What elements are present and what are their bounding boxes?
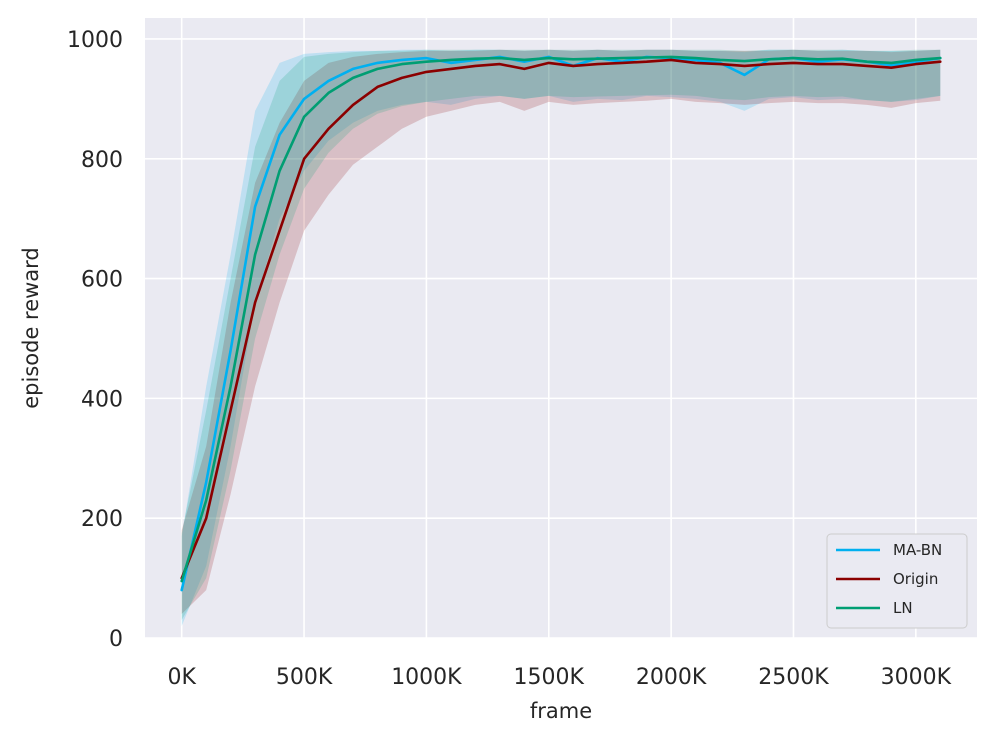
x-tick-label: 500K bbox=[276, 665, 333, 690]
y-tick-label: 400 bbox=[81, 387, 123, 412]
series-line-ma-bn bbox=[180, 55, 942, 592]
y-tick-label: 600 bbox=[81, 268, 123, 293]
x-tick-label: 1500K bbox=[514, 665, 585, 690]
legend-label: LN bbox=[893, 599, 913, 617]
x-tick-label: 2500K bbox=[758, 665, 829, 690]
tick-labels: 0 200 400 600 800 1000 0K 500K 1000K 1500K 2000K 25… bbox=[67, 28, 952, 690]
x-tick-label: 2000K bbox=[636, 665, 707, 690]
y-axis-title: episode reward bbox=[19, 247, 43, 409]
legend-items: MA-BN Origin LN bbox=[836, 541, 942, 617]
x-tick-label: 3000K bbox=[881, 665, 952, 690]
series-line-ln bbox=[180, 55, 942, 583]
series-band-ma-bn bbox=[181, 49, 941, 626]
legend: MA-BN Origin LN bbox=[826, 533, 968, 629]
grid bbox=[145, 18, 977, 639]
confidence-bands bbox=[181, 49, 941, 626]
series-line-origin bbox=[180, 58, 942, 580]
x-axis-title: frame bbox=[530, 699, 592, 723]
y-tick-label: 200 bbox=[81, 507, 123, 532]
y-tick-label: 1000 bbox=[67, 28, 123, 53]
y-tick-label: 800 bbox=[81, 148, 123, 173]
legend-label: MA-BN bbox=[893, 541, 942, 559]
legend-label: Origin bbox=[893, 570, 938, 588]
y-tick-label: 0 bbox=[109, 627, 123, 652]
legend-frame bbox=[826, 533, 968, 629]
x-tick-label: 1000K bbox=[391, 665, 462, 690]
x-tick-label: 0K bbox=[167, 665, 196, 690]
series-lines bbox=[180, 55, 942, 592]
